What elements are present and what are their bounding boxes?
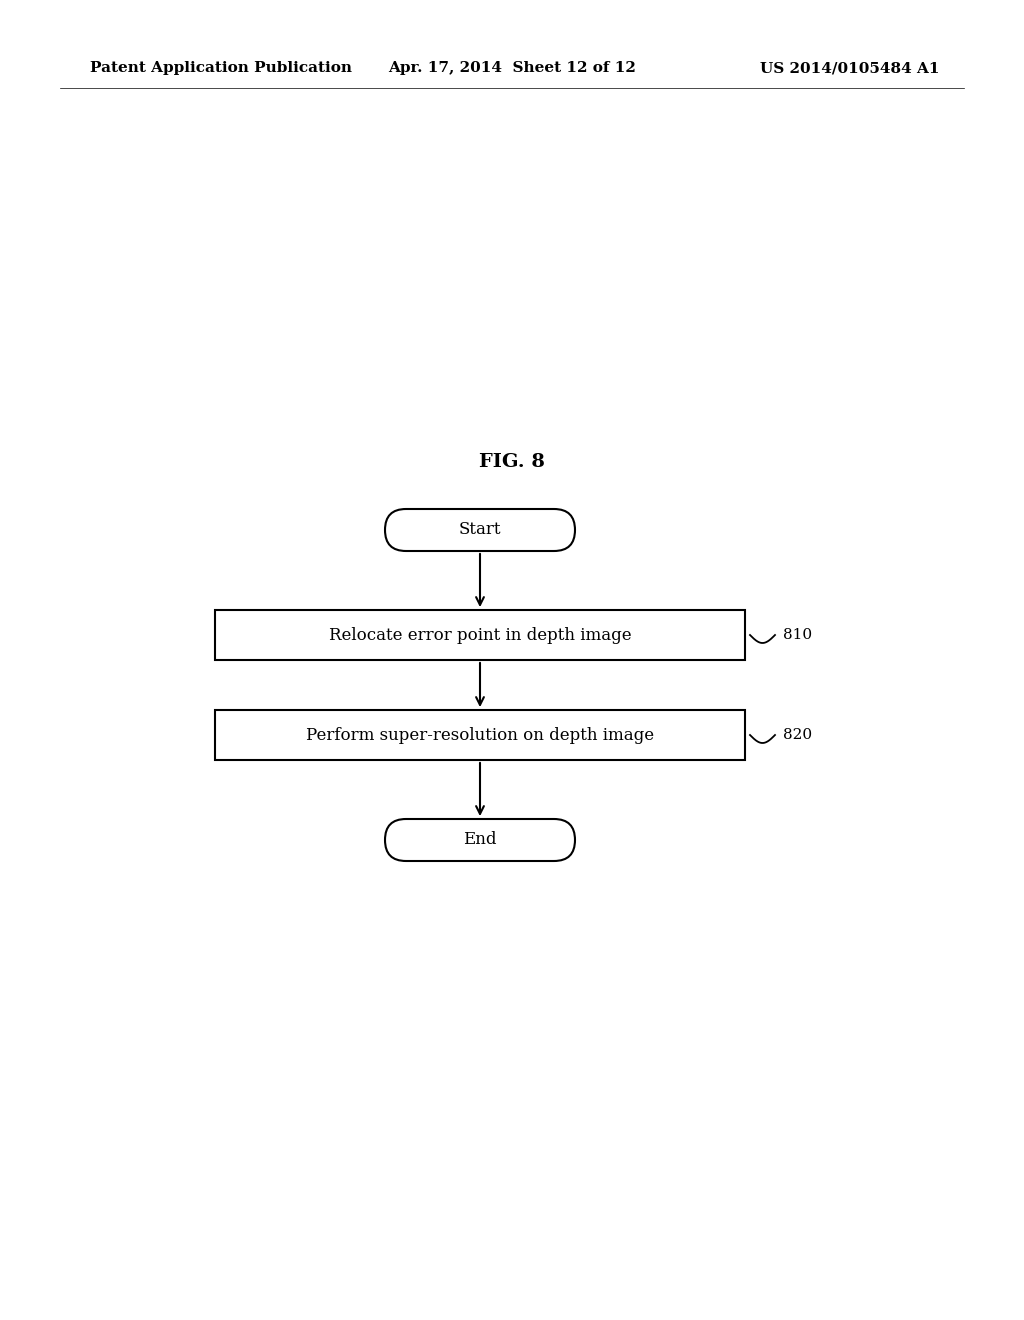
Text: FIG. 8: FIG. 8 (479, 453, 545, 471)
Text: Start: Start (459, 521, 502, 539)
Text: US 2014/0105484 A1: US 2014/0105484 A1 (761, 61, 940, 75)
Bar (215, 610, 745, 660)
Text: Apr. 17, 2014  Sheet 12 of 12: Apr. 17, 2014 Sheet 12 of 12 (388, 61, 636, 75)
FancyBboxPatch shape (385, 818, 575, 861)
Text: 820: 820 (783, 729, 812, 742)
FancyBboxPatch shape (385, 510, 575, 550)
Text: Patent Application Publication: Patent Application Publication (90, 61, 352, 75)
Text: Perform super-resolution on depth image: Perform super-resolution on depth image (306, 726, 654, 743)
Bar (215, 710, 745, 760)
Text: End: End (463, 832, 497, 849)
Text: 810: 810 (783, 628, 812, 642)
Text: Relocate error point in depth image: Relocate error point in depth image (329, 627, 632, 644)
